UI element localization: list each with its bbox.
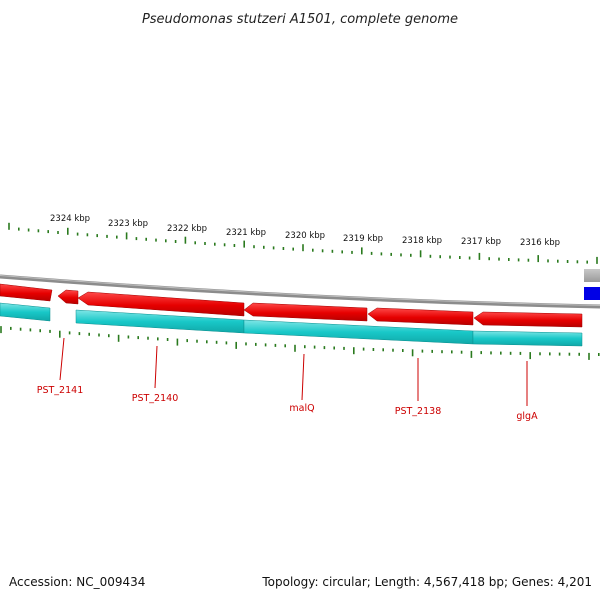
map-title: Pseudomonas stutzeri A1501, complete gen… bbox=[142, 12, 458, 27]
reverse-strand-features bbox=[0, 302, 583, 347]
scale-label: 2320 kbp bbox=[285, 231, 325, 241]
gene-label: PST_2138 bbox=[395, 406, 442, 417]
accession-text: Accession: NC_009434 bbox=[9, 575, 145, 589]
forward-feature bbox=[367, 307, 474, 326]
gene-label: PST_2140 bbox=[132, 393, 179, 404]
scale-label: 2322 kbp bbox=[167, 224, 207, 234]
reverse-feature bbox=[0, 302, 51, 322]
label-line bbox=[154, 345, 158, 389]
outer-scale-ticks bbox=[8, 222, 598, 264]
scale-labels: 2324 kbp 2323 kbp 2322 kbp 2321 kbp 2320… bbox=[50, 214, 560, 248]
inner-scale-ticks bbox=[0, 326, 600, 360]
forward-feature bbox=[77, 291, 245, 317]
forward-feature bbox=[57, 289, 79, 305]
gene-labels: PST_2141 PST_2140 malQ PST_2138 glgA bbox=[37, 385, 538, 422]
gray-swatch bbox=[584, 269, 600, 282]
scale-label: 2319 kbp bbox=[343, 234, 383, 244]
scale-label: 2321 kbp bbox=[226, 228, 266, 238]
forward-feature bbox=[0, 283, 53, 302]
scale-label: 2323 kbp bbox=[108, 219, 148, 229]
gene-label-lines bbox=[59, 337, 528, 406]
genome-backbone bbox=[0, 274, 600, 309]
label-line bbox=[59, 337, 65, 381]
gene-label: PST_2141 bbox=[37, 385, 84, 396]
blue-swatch bbox=[584, 287, 600, 300]
forward-feature bbox=[243, 302, 368, 322]
scale-label: 2324 kbp bbox=[50, 214, 90, 224]
forward-feature bbox=[473, 311, 583, 328]
reverse-feature bbox=[472, 330, 583, 347]
scale-label: 2318 kbp bbox=[402, 236, 442, 246]
genome-backbone-highlight bbox=[0, 275, 600, 306]
scale-label: 2316 kbp bbox=[520, 238, 560, 248]
scale-label: 2317 kbp bbox=[461, 237, 501, 247]
label-line bbox=[301, 353, 305, 401]
genome-summary-text: Topology: circular; Length: 4,567,418 bp… bbox=[261, 575, 592, 589]
gene-label: malQ bbox=[289, 403, 314, 414]
gene-label: glgA bbox=[516, 411, 538, 422]
forward-strand-features bbox=[0, 283, 583, 328]
